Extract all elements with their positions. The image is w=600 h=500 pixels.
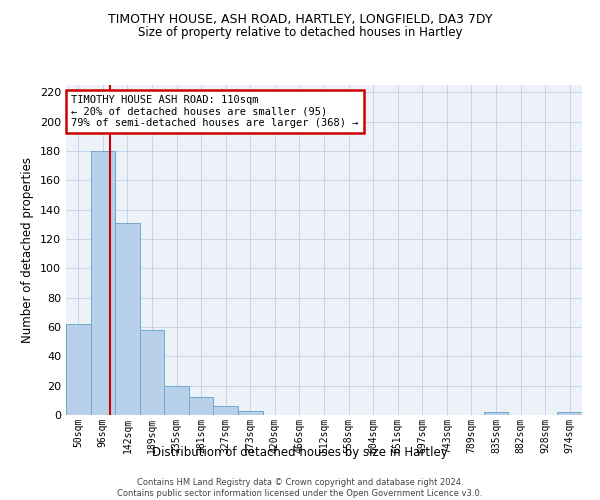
Text: Distribution of detached houses by size in Hartley: Distribution of detached houses by size … <box>152 446 448 459</box>
Bar <box>140 330 164 415</box>
Bar <box>484 412 508 415</box>
Text: TIMOTHY HOUSE, ASH ROAD, HARTLEY, LONGFIELD, DA3 7DY: TIMOTHY HOUSE, ASH ROAD, HARTLEY, LONGFI… <box>108 12 492 26</box>
Text: TIMOTHY HOUSE ASH ROAD: 110sqm
← 20% of detached houses are smaller (95)
79% of : TIMOTHY HOUSE ASH ROAD: 110sqm ← 20% of … <box>71 95 359 128</box>
Bar <box>238 410 263 415</box>
Bar <box>164 386 189 415</box>
Bar <box>557 412 582 415</box>
Bar <box>115 223 140 415</box>
Bar <box>189 398 214 415</box>
Bar <box>214 406 238 415</box>
Bar <box>66 324 91 415</box>
Bar <box>91 151 115 415</box>
Text: Size of property relative to detached houses in Hartley: Size of property relative to detached ho… <box>138 26 462 39</box>
Y-axis label: Number of detached properties: Number of detached properties <box>22 157 34 343</box>
Text: Contains HM Land Registry data © Crown copyright and database right 2024.
Contai: Contains HM Land Registry data © Crown c… <box>118 478 482 498</box>
